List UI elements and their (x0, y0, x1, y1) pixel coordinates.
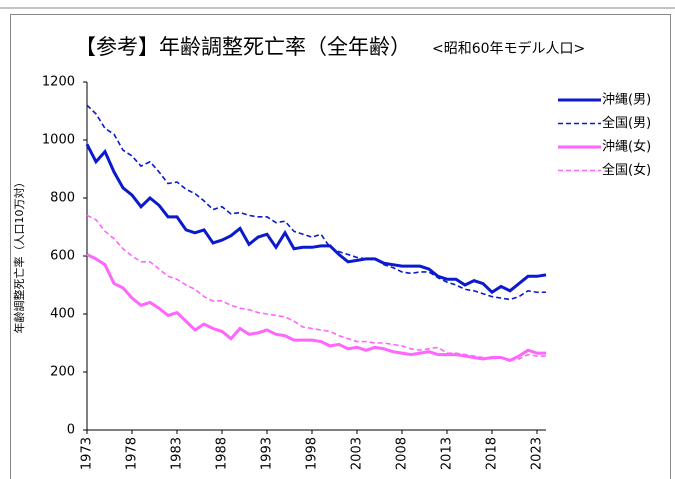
x-tick-label: 1988 (215, 437, 230, 470)
x-tick-label: 1993 (260, 437, 275, 470)
frame (10, 14, 671, 479)
x-tick-label: 2003 (350, 437, 365, 470)
x-tick-label: 2013 (440, 437, 455, 470)
series-line (86, 214, 546, 362)
x-tick-label: 2018 (485, 437, 500, 470)
chart-title: 【参考】年齢調整死亡率（全年齢） (75, 35, 411, 59)
y-tick-label: 400 (50, 307, 75, 322)
legend-label: 沖縄(女) (602, 139, 651, 155)
chart-subtitle: <昭和60年モデル人口> (432, 40, 585, 57)
y-tick-label: 1000 (42, 133, 75, 148)
y-tick-label: 0 (67, 423, 75, 438)
series-line (86, 104, 546, 301)
y-tick-label: 800 (50, 191, 75, 206)
y-axis-label: 年齢調整死亡率（人口10万対） (12, 177, 26, 334)
legend-label: 沖縄(男) (602, 93, 651, 108)
x-tick-label: 1998 (305, 437, 320, 470)
series-line (85, 143, 547, 295)
y-tick-label: 1200 (42, 75, 75, 90)
legend-label: 全国(男) (602, 115, 651, 131)
y-tick-label: 200 (50, 365, 75, 380)
series-line (86, 253, 546, 363)
y-tick-label: 600 (50, 249, 75, 264)
x-tick-label: 2008 (395, 437, 410, 470)
x-tick-label: 1983 (170, 437, 185, 470)
legend-label: 全国(女) (602, 162, 651, 178)
x-tick-label: 2023 (530, 437, 545, 470)
x-tick-label: 1973 (80, 437, 95, 470)
x-tick-label: 1978 (125, 437, 140, 470)
